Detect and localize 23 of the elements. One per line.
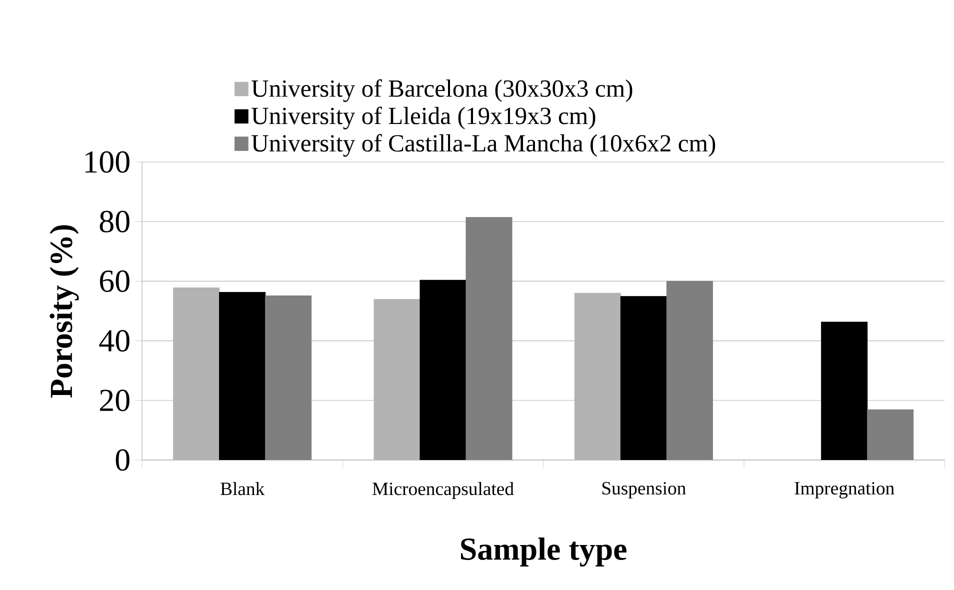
y-tick-label: 0	[116, 449, 130, 471]
bar	[821, 322, 868, 460]
x-tick-label: Suspension	[602, 482, 686, 498]
bar	[620, 296, 667, 460]
x-tick-label: Microencapsulated	[372, 482, 514, 499]
y-tick-label: 20	[100, 390, 130, 412]
x-tick-label: Blank	[220, 482, 265, 496]
bar	[466, 217, 512, 460]
bar	[265, 296, 312, 460]
legend-label: University of Barcelona (30x30x3 cm)	[252, 79, 632, 102]
legend-label: University of Castilla-La Mancha (10x6x2 cm)	[252, 134, 716, 157]
bar	[219, 292, 266, 460]
bar	[420, 280, 466, 460]
bar	[867, 409, 914, 460]
y-tick-label: 60	[100, 270, 130, 292]
y-tick-label: 80	[100, 210, 130, 232]
y-tick-label: 40	[99, 330, 130, 352]
x-axis-title: Sample type	[461, 537, 626, 567]
y-axis-title: Porosity (%)	[50, 225, 79, 398]
y-tick-label: 100	[85, 151, 130, 173]
legend-label: University of Lleida (19x19x3 cm)	[252, 106, 596, 130]
bar	[666, 280, 713, 460]
x-tick-label: Impregnation	[794, 482, 894, 498]
